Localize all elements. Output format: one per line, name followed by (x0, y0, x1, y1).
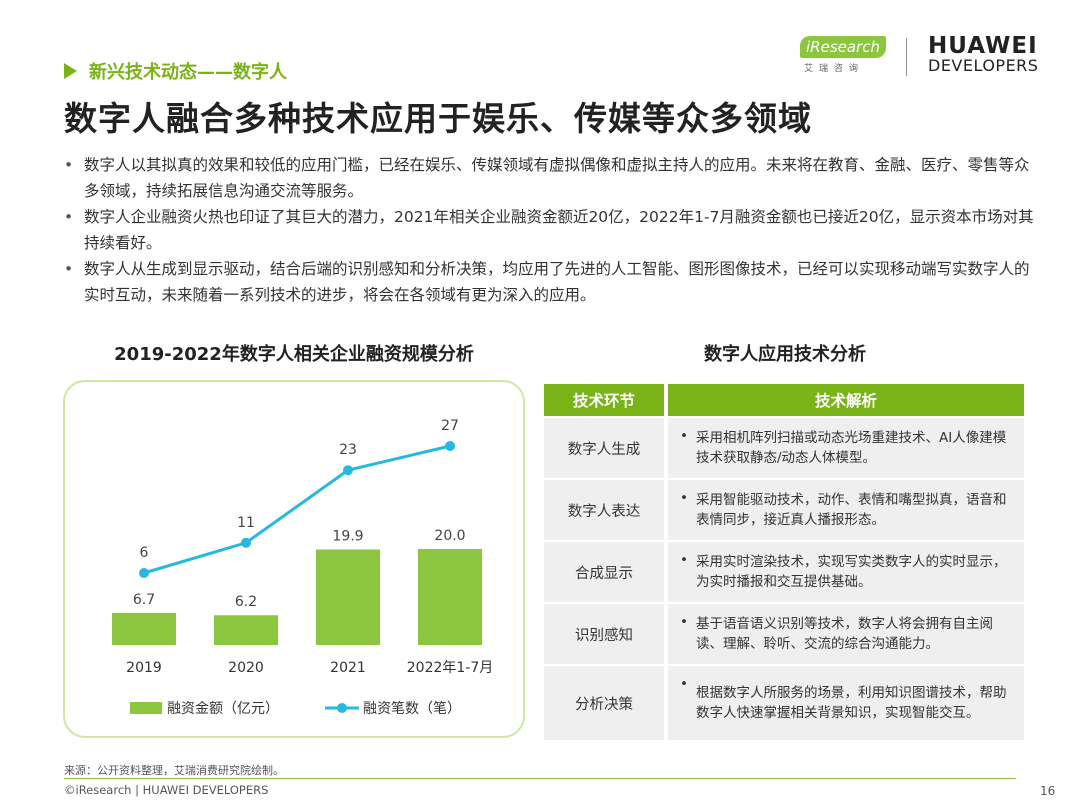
bar-value-label-0: 6.7 (133, 592, 155, 608)
bullet-item: 数字人企业融资火热也印证了其巨大的潜力，2021年相关企业融资金额近20亿，20… (64, 204, 1034, 256)
column-header-desc: 技术解析 (668, 384, 1024, 416)
bar-value-label-3: 20.0 (434, 528, 465, 544)
line-point-0 (139, 568, 149, 578)
table-row: 数字人表达 采用智能驱动技术，动作、表情和嘴型拟真，语音和表情同步，接近真人播报… (544, 480, 1024, 540)
bullet-item: 数字人从生成到显示驱动，结合后端的识别感知和分析决策，均应用了先进的人工智能、图… (64, 256, 1034, 308)
line-value-label-3: 27 (441, 418, 459, 434)
iresearch-logo: iResearch 艾瑞咨询 (800, 36, 890, 80)
page-title: 数字人融合多种技术应用于娱乐、传媒等众多领域 (64, 99, 812, 138)
stage-cell: 合成显示 (544, 542, 668, 602)
tech-analysis-table: 技术环节 技术解析 数字人生成 采用相机阵列扫描或动态光场重建技术、AI人像建模… (544, 382, 1024, 742)
table-row: 识别感知 基于语音语义识别等技术，数字人将会拥有自主阅读、理解、聆听、交流的综合… (544, 604, 1024, 664)
bar-0 (112, 612, 176, 645)
section-tag: 新兴技术动态——数字人 (64, 58, 287, 84)
page-number: 16 (1040, 784, 1056, 798)
stage-cell: 数字人生成 (544, 418, 668, 478)
bar-value-label-1: 6.2 (235, 594, 257, 610)
source-note: 来源：公开资料整理，艾瑞消费研究院绘制。 (64, 764, 284, 777)
table-title: 数字人应用技术分析 (704, 344, 866, 365)
desc-cell: 采用相机阵列扫描或动态光场重建技术、AI人像建模技术获取静态/动态人体模型。 (668, 418, 1024, 478)
bar-1 (214, 615, 278, 645)
footer-divider (64, 778, 1016, 779)
huawei-logo-text: HUAWEI (928, 33, 1038, 59)
bullet-item: 数字人以其拟真的效果和较低的应用门槛，已经在娱乐、传媒领域有虚拟偶像和虚拟主持人… (64, 152, 1034, 204)
footer-copyright: ©iResearch | HUAWEI DEVELOPERS (64, 783, 269, 797)
table-header-row: 技术环节 技术解析 (544, 384, 1024, 416)
line-value-label-0: 6 (140, 545, 149, 561)
section-tag-label: 新兴技术动态——数字人 (89, 62, 287, 83)
bar-2 (316, 549, 380, 645)
line-value-label-2: 23 (339, 442, 357, 458)
x-tick-label-2: 2021 (330, 660, 366, 676)
stage-cell: 分析决策 (544, 666, 668, 740)
desc-cell: 根据数字人所服务的场景，利用知识图谱技术，帮助数字人快速掌握相关背景知识，实现智… (668, 666, 1024, 740)
stage-cell: 数字人表达 (544, 480, 668, 540)
legend-line-marker (337, 703, 347, 713)
line-value-label-1: 11 (237, 515, 255, 531)
stage-cell: 识别感知 (544, 604, 668, 664)
line-series-financing-count (143, 444, 451, 575)
developers-logo-text: DEVELOPERS (928, 56, 1039, 76)
bullet-list: 数字人以其拟真的效果和较低的应用门槛，已经在娱乐、传媒领域有虚拟偶像和虚拟主持人… (64, 152, 1034, 308)
iresearch-logo-sub: 艾瑞咨询 (804, 64, 865, 74)
line-point-2 (343, 465, 353, 476)
line-point-1 (241, 537, 251, 548)
table-row: 合成显示 采用实时渲染技术，实现写实类数字人的实时显示，为实时播报和交互提供基础… (544, 542, 1024, 602)
table-row: 数字人生成 采用相机阵列扫描或动态光场重建技术、AI人像建模技术获取静态/动态人… (544, 418, 1024, 478)
legend-bar-label: 融资金额（亿元） (167, 701, 279, 717)
logo-divider (906, 38, 907, 76)
chart-title: 2019-2022年数字人相关企业融资规模分析 (114, 344, 474, 365)
x-tick-label-1: 2020 (228, 660, 264, 676)
desc-cell: 基于语音语义识别等技术，数字人将会拥有自主阅读、理解、聆听、交流的综合沟通能力。 (668, 604, 1024, 664)
bar-value-label-2: 19.9 (332, 528, 363, 544)
legend-bar-swatch (130, 702, 162, 714)
financing-chart: 6.7 2019 6.2 2020 19.9 2021 20.0 2022年1-7月 6 11 23… (112, 418, 494, 717)
column-header-stage: 技术环节 (544, 384, 668, 416)
huawei-developers-logo: HUAWEI DEVELOPERS (928, 34, 1038, 75)
legend-line-label: 融资笔数（笔） (363, 701, 461, 717)
table-row: 分析决策 根据数字人所服务的场景，利用知识图谱技术，帮助数字人快速掌握相关背景知… (544, 666, 1024, 740)
desc-cell: 采用智能驱动技术，动作、表情和嘴型拟真，语音和表情同步，接近真人播报形态。 (668, 480, 1024, 540)
x-tick-label-3: 2022年1-7月 (407, 660, 494, 676)
iresearch-logo-word: iResearch (800, 36, 886, 58)
play-triangle-icon (64, 63, 77, 79)
chart-frame (63, 380, 525, 738)
desc-cell: 采用实时渲染技术，实现写实类数字人的实时显示，为实时播报和交互提供基础。 (668, 542, 1024, 602)
x-tick-label-0: 2019 (126, 660, 162, 676)
bar-3 (418, 549, 482, 645)
line-point-3 (445, 441, 455, 451)
